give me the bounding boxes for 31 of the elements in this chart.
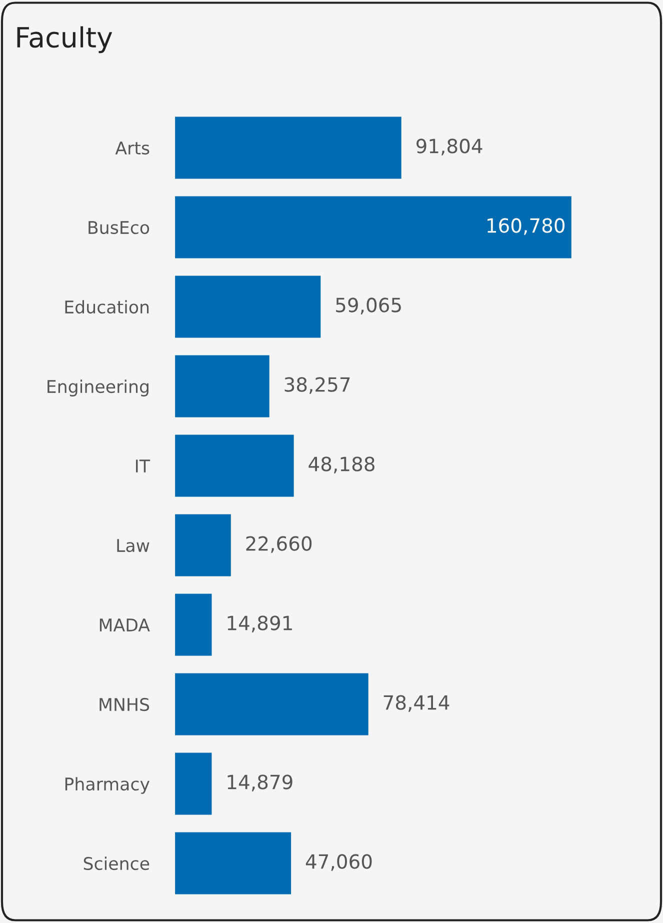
y-tick-label: Science <box>84 856 150 870</box>
data-label: 22,660 <box>246 536 312 553</box>
bar <box>175 752 212 815</box>
y-tick-label: MADA <box>100 618 150 632</box>
y-tick-label: IT <box>136 460 150 472</box>
data-label: 78,414 <box>384 695 450 712</box>
y-tick-label: BusEco <box>88 221 150 234</box>
data-label: 14,879 <box>228 774 292 792</box>
y-tick-label: Arts <box>115 142 150 155</box>
data-label: 59,065 <box>336 298 401 314</box>
bar <box>175 355 270 418</box>
bar <box>175 832 292 894</box>
data-label: 14,891 <box>228 616 292 632</box>
bar <box>175 196 572 258</box>
data-label: 48,188 <box>308 456 374 474</box>
bar <box>175 276 321 338</box>
chart-title: Faculty <box>17 26 112 54</box>
bar <box>175 434 294 497</box>
data-label: 91,804 <box>416 138 482 156</box>
data-label: 160,780 <box>488 218 565 235</box>
bar <box>175 514 231 576</box>
y-tick-label: Engineering <box>48 380 148 396</box>
bar <box>175 673 368 736</box>
bar <box>175 116 402 179</box>
y-tick-label: Education <box>65 300 149 314</box>
y-tick-label: MNHS <box>100 698 150 712</box>
y-tick-label: Law <box>117 539 150 552</box>
data-label: 38,257 <box>284 377 350 394</box>
bar <box>175 594 212 656</box>
y-tick-label: Pharmacy <box>65 777 150 794</box>
data-label: 47,060 <box>306 854 372 871</box>
